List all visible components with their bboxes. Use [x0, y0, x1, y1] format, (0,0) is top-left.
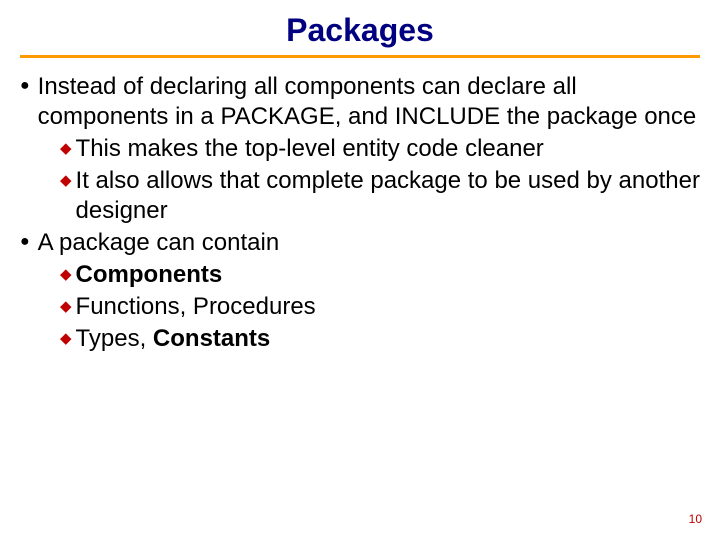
slide: Packages ● Instead of declaring all comp…	[0, 0, 720, 540]
diamond-icon: ◆	[60, 267, 72, 282]
list-text: A package can contain	[38, 228, 700, 258]
list-text-part: Types,	[76, 325, 147, 352]
diamond-icon: ◆	[60, 141, 72, 156]
list-item: ◆ Functions, Procedures	[60, 292, 700, 322]
disc-icon: ●	[20, 234, 30, 250]
list-item: ◆ It also allows that complete package t…	[60, 166, 700, 226]
disc-icon: ●	[20, 78, 30, 94]
list-text: Types, Constants	[76, 324, 700, 354]
content: ● Instead of declaring all components ca…	[20, 72, 700, 354]
diamond-icon: ◆	[60, 331, 72, 346]
list-text: This makes the top-level entity code cle…	[76, 134, 700, 164]
title-underline	[20, 55, 700, 58]
list-text: Components	[76, 260, 700, 290]
list-item: ● A package can contain	[20, 228, 700, 258]
title-wrap: Packages	[20, 12, 700, 58]
slide-title: Packages	[286, 12, 434, 49]
list-item: ◆ Types, Constants	[60, 324, 700, 354]
list-text: It also allows that complete package to …	[76, 166, 700, 226]
list-text: Instead of declaring all components can …	[38, 72, 700, 132]
list-item: ◆ This makes the top-level entity code c…	[60, 134, 700, 164]
diamond-icon: ◆	[60, 173, 72, 188]
list-item: ● Instead of declaring all components ca…	[20, 72, 700, 132]
page-number: 10	[689, 512, 702, 526]
diamond-icon: ◆	[60, 299, 72, 314]
list-text-part: Constants	[146, 325, 270, 352]
list-text: Functions, Procedures	[76, 292, 700, 322]
list-item: ◆ Components	[60, 260, 700, 290]
